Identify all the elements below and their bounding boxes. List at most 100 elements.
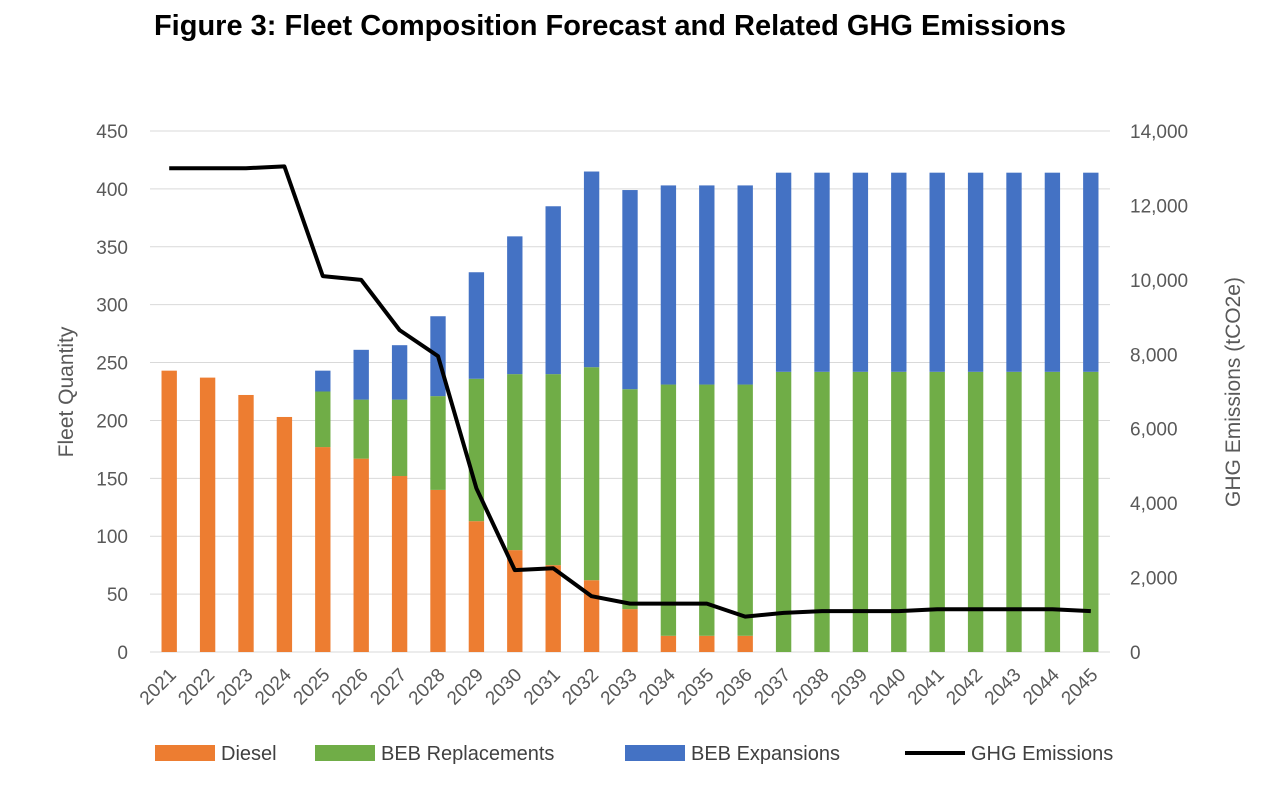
bar-beb-expansions (545, 206, 561, 375)
ghg-line (169, 164, 1091, 619)
bar-beb-replacements (507, 374, 523, 551)
x-tick-label: 2029 (443, 665, 488, 710)
bar-diesel (468, 521, 485, 652)
bar-beb-expansions (967, 172, 984, 372)
y-tick-label: 250 (96, 354, 128, 375)
x-tick-label: 2028 (405, 665, 450, 710)
bar-beb-expansions (814, 172, 830, 372)
y2-tick-label: 6,000 (1130, 420, 1178, 441)
x-tick-label: 2024 (251, 664, 296, 709)
legend-swatch-diesel (155, 745, 215, 761)
bar-diesel (199, 377, 216, 652)
bar-beb-replacements (891, 371, 907, 652)
y-tick-label: 300 (96, 296, 128, 317)
bar-beb-replacements (929, 371, 945, 652)
bar-beb-expansions (468, 272, 485, 379)
y2-tick-label: 0 (1130, 643, 1141, 664)
y2-tick-label: 10,000 (1130, 271, 1188, 292)
bar-beb-expansions (1044, 172, 1061, 372)
bar-diesel (238, 394, 254, 652)
bar-beb-replacements (353, 399, 369, 459)
bar-diesel (161, 370, 177, 652)
bar-beb-expansions (775, 172, 792, 372)
x-tick-label: 2023 (213, 665, 258, 710)
bar-beb-replacements (967, 371, 984, 652)
bar-beb-expansions (391, 345, 408, 400)
bar-diesel (660, 635, 677, 652)
x-tick-label: 2042 (942, 665, 987, 710)
bar-diesel (622, 609, 638, 652)
bar-beb-expansions (852, 172, 869, 372)
x-tick-label: 2035 (674, 665, 719, 710)
bar-diesel (276, 416, 293, 652)
x-tick-label: 2038 (789, 665, 834, 710)
y-axis-right: 0 2,000 4,000 6,000 8,000 10,000 12,000 14,000 (1130, 122, 1188, 664)
y2-tick-label: 12,000 (1130, 196, 1188, 217)
y-axis-left: 0 50 100 150 200 250 300 350 400 450 (96, 122, 128, 664)
bar-beb-expansions (507, 236, 523, 375)
y-tick-label: 150 (96, 469, 128, 490)
x-tick-label: 2032 (558, 665, 603, 710)
x-tick-label: 2045 (1058, 665, 1103, 710)
bar-diesel (391, 476, 408, 652)
bar-diesel (507, 550, 523, 652)
x-tick-label: 2033 (597, 665, 642, 710)
bar-beb-replacements (315, 391, 331, 448)
x-tick-label: 2034 (635, 664, 680, 709)
x-tick-label: 2025 (290, 665, 335, 710)
x-tick-label: 2021 (136, 665, 181, 710)
bar-beb-replacements (775, 371, 792, 652)
x-tick-label: 2022 (174, 665, 219, 710)
bar-beb-replacements (391, 399, 408, 477)
bar-beb-expansions (660, 185, 677, 385)
bar-beb-replacements (430, 396, 446, 490)
y2-tick-label: 8,000 (1130, 345, 1178, 366)
legend: Diesel BEB Replacements BEB Expansions GHG … (155, 743, 1113, 765)
bar-beb-replacements (468, 378, 485, 522)
bar-beb-expansions (353, 349, 369, 400)
bar-diesel (430, 489, 446, 652)
bar-beb-expansions (583, 171, 600, 368)
y2-tick-label: 4,000 (1130, 494, 1178, 515)
bar-beb-expansions (1006, 172, 1022, 372)
bar-beb-replacements (583, 367, 600, 581)
bar-beb-replacements (545, 374, 561, 566)
bar-diesel (699, 635, 715, 652)
x-tick-label: 2039 (827, 665, 872, 710)
bar-beb-replacements (852, 371, 869, 652)
bar-beb-replacements (1083, 371, 1099, 652)
y-tick-label: 50 (107, 585, 128, 606)
bar-diesel (353, 458, 369, 652)
bar-beb-expansions (891, 172, 907, 372)
bar-beb-expansions (1083, 172, 1099, 372)
y-tick-label: 400 (96, 180, 128, 201)
bars (161, 171, 1099, 652)
y2-axis-label: GHG Emissions (tCO2e) (1222, 277, 1245, 507)
y-tick-label: 350 (96, 238, 128, 259)
bar-beb-replacements (737, 384, 753, 636)
y-axis-label: Fleet Quantity (55, 326, 78, 457)
legend-swatch-beb-replacements (315, 745, 375, 761)
x-tick-label: 2043 (981, 665, 1026, 710)
x-tick-label: 2027 (366, 665, 411, 710)
bar-beb-expansions (622, 190, 638, 390)
bar-beb-expansions (929, 172, 945, 372)
bar-beb-expansions (737, 185, 753, 385)
legend-swatch-beb-expansions (625, 745, 685, 761)
bar-beb-replacements (1006, 371, 1022, 652)
x-axis: 2021202220232024202520262027202820292030… (136, 664, 1102, 709)
y2-tick-label: 2,000 (1130, 569, 1178, 590)
bar-beb-expansions (699, 185, 715, 385)
bar-beb-replacements (622, 389, 638, 610)
x-tick-label: 2031 (520, 665, 565, 710)
legend-label-beb-expansions: BEB Expansions (691, 743, 840, 765)
y2-tick-label: 14,000 (1130, 122, 1188, 143)
x-tick-label: 2026 (328, 665, 373, 710)
legend-label-diesel: Diesel (221, 743, 277, 765)
bar-diesel (737, 635, 753, 652)
x-tick-label: 2030 (482, 665, 527, 710)
y-tick-label: 200 (96, 411, 128, 432)
bar-beb-expansions (315, 370, 331, 392)
legend-label-ghg-emissions: GHG Emissions (971, 743, 1113, 765)
